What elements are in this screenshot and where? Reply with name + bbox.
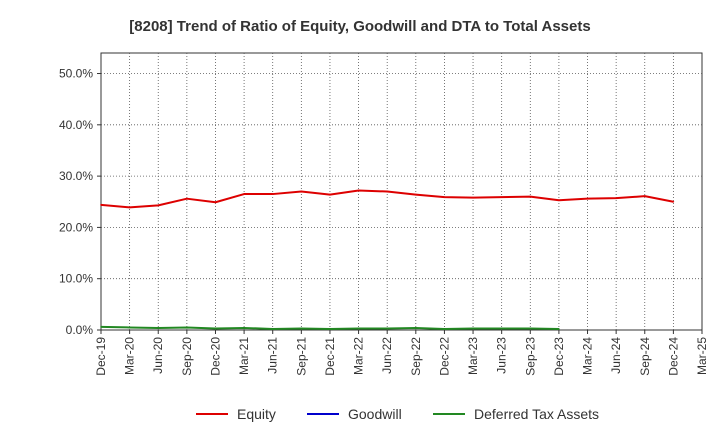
x-tick-label: Dec-22 <box>437 337 451 376</box>
legend-label: Deferred Tax Assets <box>474 406 599 422</box>
data-point <box>329 193 331 196</box>
x-axis: Dec-19 Mar-20 Jun-20 Sep-20 Dec-20 Mar-21 Jun-… <box>94 330 709 376</box>
x-tick-label: Jun-21 <box>266 337 280 374</box>
data-point <box>643 195 646 197</box>
y-tick-label: 20.0% <box>59 220 93 234</box>
data-point <box>615 197 617 199</box>
data-point <box>300 327 303 330</box>
data-point <box>500 327 503 330</box>
data-point <box>472 196 474 199</box>
x-tick-label: Mar-22 <box>352 337 366 375</box>
legend-label: Equity <box>237 406 276 422</box>
data-point <box>415 193 417 196</box>
x-tick-label: Dec-20 <box>208 337 222 376</box>
data-point <box>271 193 274 195</box>
y-tick-label: 10.0% <box>59 272 93 286</box>
x-tick-label: Dec-23 <box>552 337 566 376</box>
x-tick-label: Jun-23 <box>495 337 509 374</box>
data-point <box>558 199 560 202</box>
x-tick-label: Jun-22 <box>380 337 394 374</box>
data-point <box>157 204 160 207</box>
data-point <box>329 328 331 330</box>
x-tick-label: Jun-20 <box>151 337 165 374</box>
y-tick-label: 40.0% <box>59 118 93 132</box>
series-lines <box>100 189 675 330</box>
x-tick-label: Dec-21 <box>323 337 337 376</box>
data-point <box>243 193 245 195</box>
y-axis: 0.0% 10.0% 20.0% 30.0% 40.0% 50.0% <box>59 67 101 337</box>
data-point <box>128 206 131 209</box>
data-point <box>214 201 217 204</box>
chart-title: [8208] Trend of Ratio of Equity, Goodwil… <box>129 18 590 35</box>
plot-area <box>100 52 703 331</box>
data-point <box>300 190 303 193</box>
x-tick-label: Sep-22 <box>409 337 423 376</box>
data-point <box>529 195 532 198</box>
legend: Equity Goodwill Deferred Tax Assets <box>196 406 599 422</box>
data-point <box>271 328 274 330</box>
x-tick-label: Mar-23 <box>466 337 480 375</box>
legend-label: Goodwill <box>348 406 402 422</box>
x-tick-label: Dec-19 <box>94 337 108 376</box>
x-tick-label: Sep-23 <box>523 337 537 376</box>
data-point <box>500 196 503 198</box>
plot-frame <box>100 52 703 331</box>
x-tick-label: Sep-24 <box>638 337 652 376</box>
data-point <box>357 327 360 330</box>
x-tick-label: Jun-24 <box>609 337 623 374</box>
x-tick-label: Sep-20 <box>180 337 194 376</box>
data-point <box>243 327 245 329</box>
y-tick-label: 30.0% <box>59 169 93 183</box>
data-point <box>386 327 388 330</box>
data-point <box>386 190 388 193</box>
data-point <box>100 326 102 328</box>
x-tick-label: Mar-21 <box>237 337 251 375</box>
data-point <box>586 197 589 200</box>
data-point <box>186 197 188 200</box>
data-point <box>443 328 446 330</box>
y-tick-label: 50.0% <box>59 67 93 81</box>
data-point <box>472 327 474 330</box>
data-point <box>529 327 532 330</box>
data-point <box>214 327 217 330</box>
data-point <box>100 204 102 206</box>
data-point <box>672 200 675 203</box>
x-tick-label: Mar-20 <box>123 337 137 375</box>
x-tick-label: Mar-24 <box>581 337 595 375</box>
data-point <box>558 328 560 330</box>
x-tick-label: Mar-25 <box>695 337 709 375</box>
data-point <box>357 189 360 192</box>
y-tick-label: 0.0% <box>66 323 94 337</box>
data-point <box>128 326 131 329</box>
data-point <box>157 327 160 329</box>
x-tick-label: Dec-24 <box>666 337 680 376</box>
data-point <box>186 326 188 329</box>
data-point <box>415 327 417 329</box>
x-tick-label: Sep-21 <box>294 337 308 376</box>
data-point <box>443 196 446 198</box>
